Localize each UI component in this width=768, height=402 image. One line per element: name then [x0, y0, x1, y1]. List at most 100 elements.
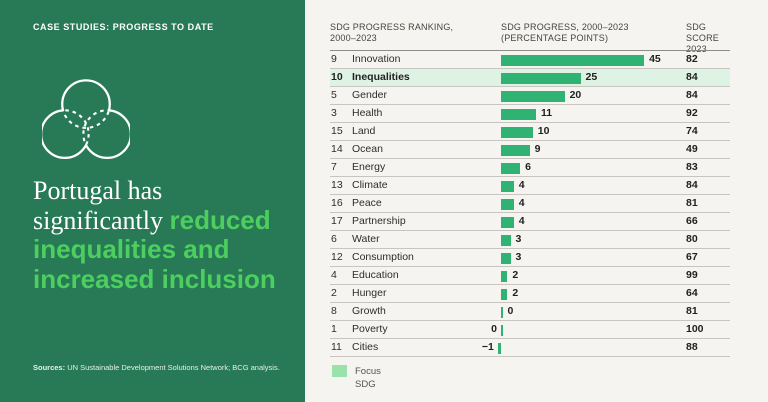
sdg-name: Education — [352, 269, 399, 281]
sdg-name: Consumption — [352, 251, 414, 263]
sdg-name: Innovation — [352, 53, 401, 65]
focus-sdg-swatch-icon — [332, 365, 347, 377]
table-row: 3 Health 11 92 — [330, 105, 730, 123]
progress-value: −1 — [481, 341, 494, 353]
table-row: 15 Land 10 74 — [330, 123, 730, 141]
sdg-rank: 1 — [331, 323, 337, 335]
sdg-rank: 16 — [331, 197, 343, 209]
venn-diagram-icon — [42, 79, 130, 159]
progress-value: 6 — [525, 161, 531, 173]
sdg-name: Poverty — [352, 323, 388, 335]
progress-bar — [501, 144, 530, 156]
progress-bar — [501, 90, 565, 102]
sources-label: Sources: — [33, 363, 66, 372]
sdg-score: 100 — [686, 323, 704, 335]
table-row: 17 Partnership 4 66 — [330, 213, 730, 231]
sdg-score: 88 — [686, 341, 698, 353]
table-row: 13 Climate 4 84 — [330, 177, 730, 195]
sdg-score: 92 — [686, 107, 698, 119]
header-rule — [330, 50, 730, 51]
sdg-name: Hunger — [352, 287, 387, 299]
sdg-name: Growth — [352, 305, 386, 317]
progress-bar — [501, 234, 511, 246]
eyebrow-label: CASE STUDIES: PROGRESS TO DATE — [33, 22, 214, 32]
sdg-name: Climate — [352, 179, 388, 191]
headline-accent: reduced inequalities and increased inclu… — [33, 204, 276, 294]
progress-value: 11 — [540, 107, 553, 119]
table-row: 5 Gender 20 84 — [330, 87, 730, 105]
sdg-rank: 12 — [331, 251, 343, 263]
table-row: 14 Ocean 9 49 — [330, 141, 730, 159]
sdg-score: 99 — [686, 269, 698, 281]
sidebar-panel: CASE STUDIES: PROGRESS TO DATE — [0, 0, 305, 402]
table-row: 12 Consumption 3 67 — [330, 249, 730, 267]
sdg-score: 84 — [686, 89, 698, 101]
progress-bar — [501, 270, 508, 282]
sdg-score: 66 — [686, 215, 698, 227]
table-row: 8 Growth 0 81 — [330, 303, 730, 321]
progress-value: 2 — [512, 287, 519, 299]
sources-note: Sources: UN Sustainable Development Solu… — [33, 363, 283, 373]
table-row: 4 Education 2 99 — [330, 267, 730, 285]
sdg-progress-table: SDG PROGRESS RANKING, 2000–2023 SDG PROG… — [330, 22, 730, 357]
progress-bar — [501, 54, 645, 66]
progress-bar — [501, 180, 514, 192]
sdg-rank: 2 — [331, 287, 337, 299]
sdg-rank: 7 — [331, 161, 337, 173]
table-row: 9 Innovation 45 82 — [330, 51, 730, 69]
headline: Portugal has significantly reduced inequ… — [33, 176, 293, 294]
progress-bar — [501, 108, 536, 120]
table-body: 9 Innovation 45 82 10 Inequalities 25 84 5 Gender… — [330, 51, 730, 357]
sdg-rank: 17 — [331, 215, 343, 227]
sdg-name: Partnership — [352, 215, 406, 227]
progress-value: 25 — [585, 71, 598, 83]
sdg-score: 80 — [686, 233, 698, 245]
sdg-name: Cities — [352, 341, 379, 353]
sdg-rank: 5 — [331, 89, 337, 101]
sdg-name: Energy — [352, 161, 386, 173]
sdg-score: 84 — [686, 71, 698, 83]
legend-label: Focus SDG — [355, 366, 381, 390]
table-row: 7 Energy 6 83 — [330, 159, 730, 177]
progress-value: 0 — [491, 323, 497, 335]
progress-bar — [501, 72, 581, 84]
table-header: SDG PROGRESS RANKING, 2000–2023 SDG PROG… — [330, 22, 730, 54]
progress-bar — [501, 198, 514, 210]
sdg-rank: 15 — [331, 125, 343, 137]
progress-value: 20 — [569, 89, 582, 101]
sdg-name: Ocean — [352, 143, 383, 155]
sdg-name: Inequalities — [352, 71, 410, 83]
sdg-name: Health — [352, 107, 383, 119]
header-progress: SDG PROGRESS, 2000–2023 (PERCENTAGE POIN… — [501, 22, 629, 43]
table-row-focus: 10 Inequalities 25 84 — [330, 69, 730, 87]
sdg-name: Peace — [352, 197, 382, 209]
table-row: 6 Water 3 80 — [330, 231, 730, 249]
header-ranking: SDG PROGRESS RANKING, 2000–2023 — [330, 22, 454, 43]
progress-value: 3 — [515, 251, 522, 263]
sdg-rank: 14 — [331, 143, 343, 155]
sources-text: UN Sustainable Development Solutions Net… — [65, 363, 280, 372]
progress-value: 4 — [518, 215, 525, 227]
sdg-score: 84 — [686, 179, 698, 191]
progress-value: 0 — [507, 305, 514, 317]
sdg-score: 81 — [686, 305, 698, 317]
progress-bar — [501, 288, 508, 300]
table-row: 2 Hunger 2 64 — [330, 285, 730, 303]
sdg-score: 81 — [686, 197, 698, 209]
progress-value: 2 — [512, 269, 519, 281]
sdg-name: Gender — [352, 89, 388, 101]
progress-value: 45 — [649, 53, 661, 65]
sdg-score: 64 — [686, 287, 698, 299]
sdg-rank: 6 — [331, 233, 337, 245]
progress-value: 4 — [518, 197, 525, 209]
progress-bar — [501, 216, 514, 228]
progress-bar — [501, 126, 533, 138]
progress-value: 3 — [515, 233, 522, 245]
sdg-name: Land — [352, 125, 376, 137]
table-row: 16 Peace 4 81 — [330, 195, 730, 213]
sdg-score: 74 — [686, 125, 698, 137]
progress-bar — [501, 252, 511, 264]
sdg-rank: 11 — [331, 341, 342, 353]
headline-white: Portugal has significantly — [33, 176, 170, 235]
sdg-score: 83 — [686, 161, 698, 173]
